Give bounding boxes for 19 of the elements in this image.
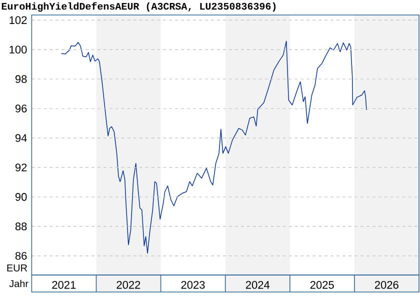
- y-tick-label: 88: [15, 222, 27, 230]
- y-tick-label: 96: [15, 104, 27, 112]
- y-axis-title: EUR: [7, 264, 28, 272]
- y-tick-label: 92: [15, 164, 27, 172]
- line-series: [61, 40, 367, 254]
- x-axis-title: Jahr: [9, 280, 28, 288]
- y-tick-label: 86: [15, 252, 27, 260]
- y-tick-label: 102: [10, 16, 27, 24]
- y-tick-label: 94: [15, 134, 27, 142]
- y-tick-label: 90: [15, 193, 27, 201]
- y-tick-label: 100: [10, 46, 27, 54]
- x-tick-label: 2026: [374, 281, 398, 289]
- x-tick-label: 2023: [181, 281, 205, 289]
- x-tick-label: 2024: [246, 281, 270, 289]
- x-tick-label: 2022: [116, 281, 140, 289]
- x-tick-label: 2025: [310, 281, 334, 289]
- y-tick-label: 98: [15, 75, 27, 83]
- chart-title: EuroHighYieldDefensAEUR (A3CRSA, LU2350836396): [2, 2, 276, 12]
- x-tick-label: 2021: [52, 281, 76, 289]
